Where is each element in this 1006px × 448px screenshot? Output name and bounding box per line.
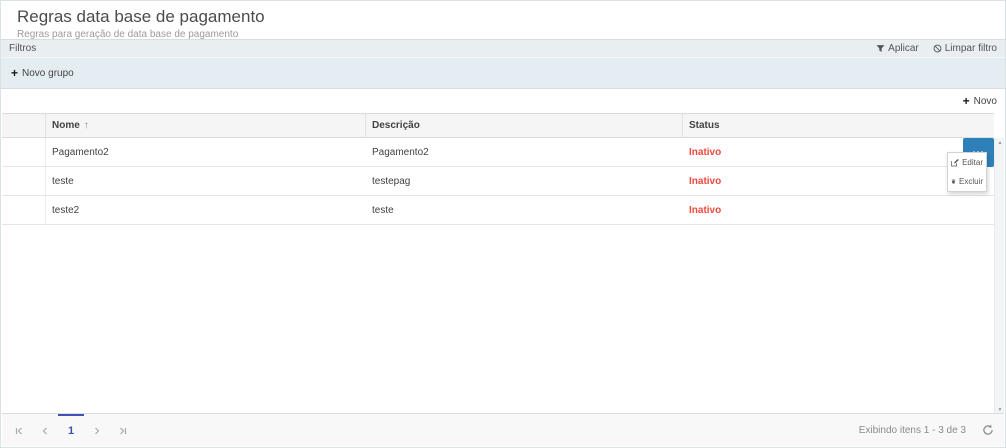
- cell-descricao: teste: [372, 204, 394, 216]
- clear-filter-label: Limpar filtro: [944, 43, 997, 54]
- filter-actions: Aplicar Limpar filtro: [876, 43, 997, 54]
- column-header-nome[interactable]: Nome ↑: [46, 114, 366, 137]
- table-row[interactable]: teste testepag Inativo: [2, 167, 994, 196]
- cell-descricao: Pagamento2: [372, 146, 429, 158]
- cell-empty: [2, 167, 46, 195]
- trash-icon: [951, 179, 956, 184]
- menu-item-editar-label: Editar: [962, 158, 983, 167]
- vertical-scrollbar[interactable]: ▲ ▼: [994, 138, 1004, 415]
- cell-nome: Pagamento2: [52, 146, 109, 158]
- pager-last-button[interactable]: [110, 414, 136, 446]
- next-page-icon: [95, 427, 100, 435]
- sort-asc-icon: ↑: [83, 120, 89, 131]
- column-header-status[interactable]: Status: [689, 120, 720, 131]
- plus-icon: +: [11, 66, 19, 80]
- apply-filter-button[interactable]: Aplicar: [876, 43, 919, 54]
- clear-filter-button[interactable]: Limpar filtro: [933, 43, 997, 54]
- grid-toolbar: + Novo: [1, 89, 1005, 113]
- pager-status: Exibindo itens 1 - 3 de 3: [858, 424, 966, 436]
- page-title: Regras data base de pagamento: [17, 7, 265, 26]
- prev-page-icon: [42, 427, 47, 435]
- last-page-icon: [120, 427, 127, 435]
- cell-nome: teste: [52, 175, 74, 187]
- plus-icon: +: [962, 94, 970, 108]
- pager-page-1[interactable]: 1: [58, 414, 84, 446]
- scroll-up-icon[interactable]: ▲: [997, 140, 1003, 146]
- filters-title: Filtros: [9, 43, 37, 54]
- data-grid: Nome ↑ Descrição Status Pagamento2 Pagam…: [2, 113, 994, 225]
- pager: 1 Exibindo itens 1 - 3 de 3: [2, 413, 1004, 446]
- pager-first-button[interactable]: [6, 414, 32, 446]
- column-header-empty: [2, 114, 46, 137]
- column-header-nome-label: Nome: [52, 120, 80, 131]
- circle-slash-icon: [933, 44, 942, 53]
- new-group-button[interactable]: + Novo grupo: [11, 67, 74, 79]
- funnel-icon: [876, 45, 885, 52]
- page-header: Regras data base de pagamento Regras par…: [1, 1, 1005, 40]
- new-button[interactable]: + Novo: [963, 95, 997, 107]
- cell-empty: [2, 196, 46, 224]
- column-header-descricao[interactable]: Descrição: [366, 114, 683, 137]
- cell-status: Inativo: [689, 146, 722, 158]
- table-header-row: Nome ↑ Descrição Status: [2, 113, 994, 138]
- cell-nome: teste2: [52, 204, 80, 216]
- menu-item-editar[interactable]: Editar: [948, 153, 986, 172]
- apply-filter-label: Aplicar: [888, 43, 919, 54]
- first-page-icon: [15, 427, 22, 435]
- cell-empty: [2, 138, 46, 166]
- menu-item-excluir-label: Excluir: [958, 177, 983, 186]
- menu-item-excluir[interactable]: Excluir: [948, 172, 986, 191]
- page-subtitle: Regras para geração de data base de paga…: [17, 29, 239, 40]
- cell-status: Inativo: [689, 175, 722, 187]
- pencil-icon: [951, 158, 959, 167]
- row-context-menu: Editar Excluir: [947, 152, 987, 192]
- new-button-label: Novo: [973, 95, 997, 107]
- filters-header-bar: Filtros Aplicar Limpar filtro: [1, 39, 1005, 58]
- pager-prev-button[interactable]: [32, 414, 58, 446]
- cell-descricao: testepag: [372, 175, 411, 187]
- cell-status: Inativo: [689, 204, 722, 216]
- new-group-label: Novo grupo: [22, 67, 74, 79]
- refresh-button[interactable]: [982, 424, 994, 436]
- refresh-icon: [983, 424, 993, 435]
- scroll-down-icon[interactable]: ▼: [997, 407, 1003, 413]
- table-row[interactable]: Pagamento2 Pagamento2 Inativo: [2, 138, 994, 167]
- table-row[interactable]: teste2 teste Inativo: [2, 196, 994, 225]
- pager-next-button[interactable]: [84, 414, 110, 446]
- filter-group-section: + Novo grupo: [1, 58, 1005, 89]
- pager-right: Exibindo itens 1 - 3 de 3: [859, 414, 994, 446]
